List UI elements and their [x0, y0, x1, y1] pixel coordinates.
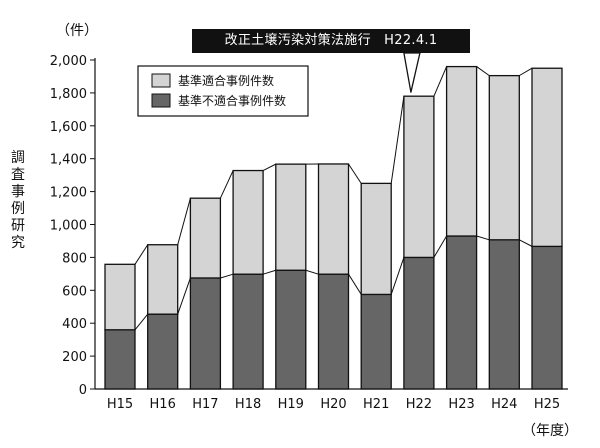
bar-segment-compliant — [445, 65, 478, 237]
x-tick-label: H18 — [235, 397, 261, 412]
y-tick-label: 200 — [62, 350, 87, 365]
bar-segment-noncompliant — [445, 235, 478, 390]
y-tick-label: 400 — [62, 317, 87, 332]
bar-segment-noncompliant — [275, 269, 307, 390]
connector-line-noncompliant — [305, 269, 319, 275]
connector-line-noncompliant — [476, 235, 490, 241]
bar-segment-compliant — [403, 95, 435, 259]
x-tick-label: H15 — [107, 397, 133, 412]
x-tick-label: H20 — [320, 397, 346, 412]
connector-line-noncompliant — [177, 277, 191, 315]
bar-segment-compliant — [147, 244, 179, 315]
x-tick-label: H23 — [448, 397, 474, 412]
y-tick-label: 1,000 — [50, 219, 87, 234]
legend-swatch — [151, 93, 171, 108]
x-tick-label: H24 — [491, 397, 517, 412]
connector-line-noncompliant — [519, 239, 533, 247]
x-tick-label: H22 — [406, 397, 432, 412]
connector-line-noncompliant — [262, 269, 276, 275]
x-tick-label: H17 — [192, 397, 218, 412]
y-axis-unit: （件） — [56, 23, 98, 39]
bar-segment-compliant — [317, 163, 350, 275]
legend-label: 基準不適合事例件数 — [178, 93, 286, 108]
bar-segment-compliant — [531, 67, 563, 248]
annotation-pointer — [403, 52, 421, 93]
bar-segment-noncompliant — [531, 245, 563, 390]
bar-segment-noncompliant — [317, 273, 350, 390]
y-tick-label: 2,000 — [50, 54, 87, 69]
bar-segment-noncompliant — [232, 273, 264, 390]
connector-line-total — [219, 170, 234, 199]
x-tick-label: H19 — [278, 397, 304, 412]
connector-line-total — [262, 163, 277, 171]
x-tick-label: H21 — [363, 397, 389, 412]
connector-line-noncompliant — [220, 273, 234, 279]
y-tick-label: 1,600 — [50, 120, 87, 135]
bar-segment-noncompliant — [147, 313, 179, 390]
legend-label: 基準適合事例件数 — [178, 73, 274, 88]
y-axis-title: 調査事例研究 — [11, 150, 25, 251]
connector-line-total — [348, 163, 362, 184]
connector-line-total — [476, 66, 490, 77]
bar-segment-compliant — [104, 263, 136, 331]
connector-line-noncompliant — [433, 235, 448, 258]
connector-line-noncompliant — [348, 273, 362, 295]
bar-segment-compliant — [275, 163, 307, 271]
bar-segment-compliant — [189, 197, 222, 279]
y-tick-label: 1,800 — [50, 87, 87, 102]
x-tick-label: H16 — [150, 397, 176, 412]
bar-segment-compliant — [360, 182, 392, 296]
bar-segment-noncompliant — [360, 293, 392, 390]
y-tick-label: 0 — [79, 383, 87, 398]
connector-line-noncompliant — [134, 313, 149, 331]
y-tick-label: 600 — [62, 284, 87, 299]
connector-line-total — [134, 244, 149, 265]
bar-segment-noncompliant — [189, 277, 222, 390]
bar-segment-noncompliant — [488, 239, 520, 390]
y-tick-label: 1,400 — [50, 153, 87, 168]
connector-line-noncompliant — [390, 257, 405, 295]
connector-line-total — [390, 96, 405, 184]
bar-segment-noncompliant — [403, 256, 435, 390]
law-enforcement-annotation: 改正土壌汚染対策法施行 H22.4.1 — [192, 29, 470, 53]
x-tick-label: H25 — [534, 397, 560, 412]
connector-line-total — [519, 67, 533, 77]
x-axis-unit: （年度） — [522, 423, 578, 439]
connector-line-total — [433, 66, 448, 97]
bar-segment-compliant — [488, 74, 520, 241]
bar-segment-compliant — [232, 169, 264, 275]
y-tick-label: 800 — [62, 251, 87, 266]
connector-line-total — [177, 198, 191, 245]
legend-swatch — [151, 73, 171, 88]
bar-segment-noncompliant — [104, 329, 136, 390]
y-tick-label: 1,200 — [50, 186, 87, 201]
